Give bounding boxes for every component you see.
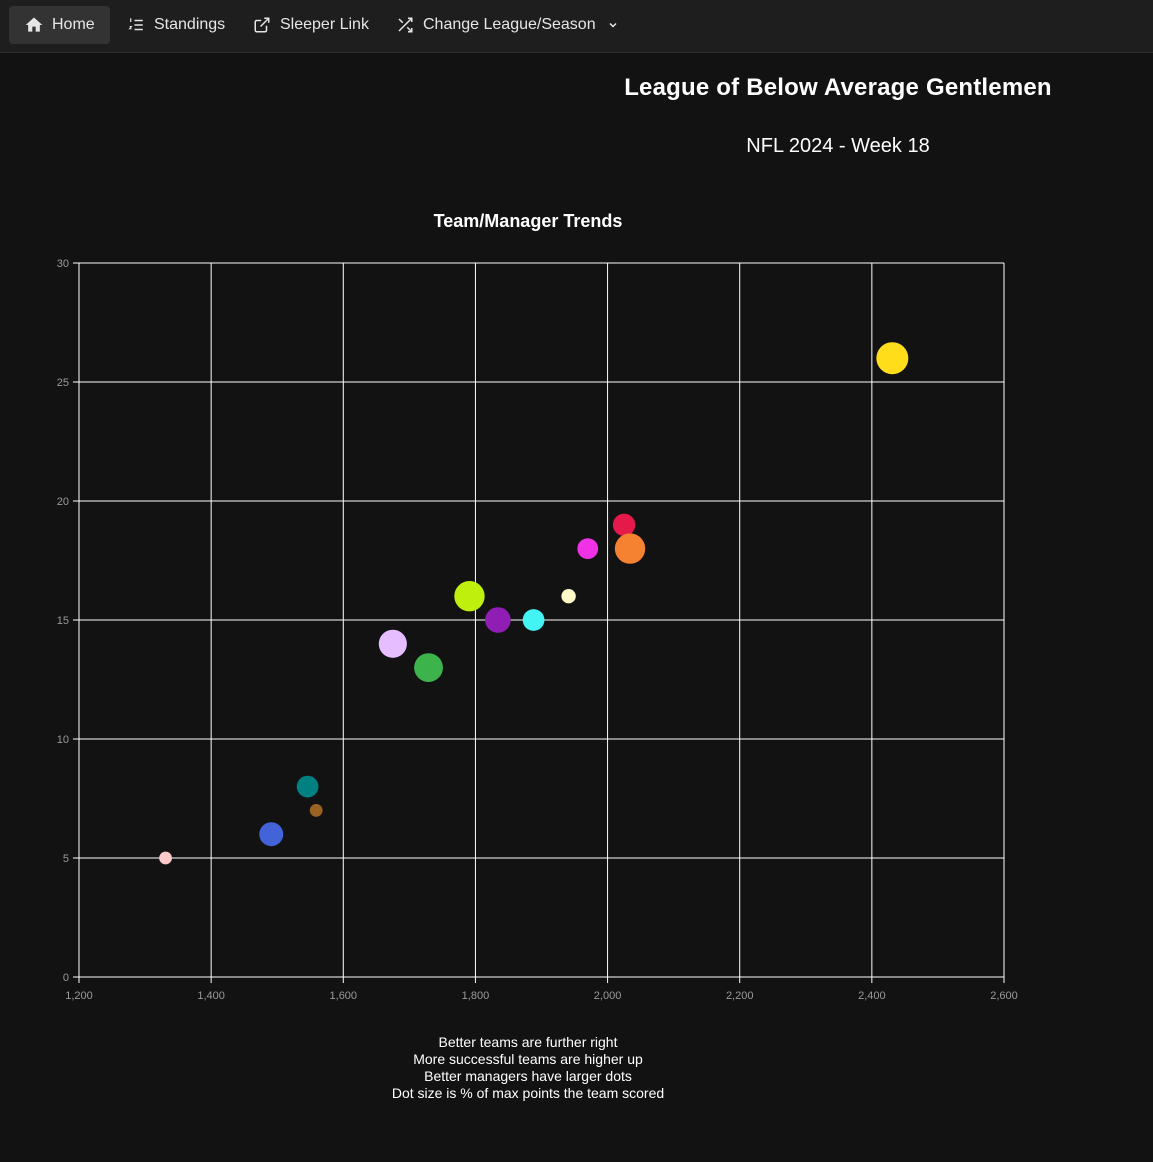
- y-tick-label: 15: [57, 615, 69, 627]
- team-point[interactable]: [612, 513, 636, 536]
- nav-sleeper-link-button[interactable]: Sleeper Link: [242, 6, 376, 44]
- chart-note: More successful teams are higher up: [413, 1051, 643, 1067]
- external-link-icon: [252, 15, 272, 35]
- team-point[interactable]: [485, 607, 511, 633]
- top-navbar: Home Standings Sleeper Link Change Leagu…: [0, 0, 1153, 53]
- nav-standings-button[interactable]: Standings: [116, 6, 234, 44]
- x-tick-label: 1,400: [197, 990, 225, 1002]
- y-tick-label: 0: [63, 972, 69, 984]
- team-point[interactable]: [309, 804, 323, 817]
- y-tick-label: 30: [57, 258, 69, 270]
- y-tick-label: 5: [63, 853, 69, 865]
- x-tick-label: 2,400: [858, 990, 886, 1002]
- nav-home-label: Home: [52, 16, 95, 33]
- team-point[interactable]: [414, 653, 443, 682]
- y-tick-label: 20: [57, 496, 69, 508]
- team-point[interactable]: [259, 822, 284, 847]
- x-tick-label: 2,200: [726, 990, 754, 1002]
- team-point[interactable]: [876, 342, 909, 375]
- team-point[interactable]: [159, 851, 172, 865]
- home-icon: [24, 15, 44, 35]
- chart-axis-ticks: 1,200 1,400 1,600 1,800 2,000 2,200 2,400 2,600…: [57, 258, 1018, 1002]
- chart-points: [159, 342, 909, 865]
- chart-note: Better teams are further right: [438, 1034, 618, 1050]
- chart-note: Better managers have larger dots: [424, 1068, 632, 1084]
- team-point[interactable]: [614, 533, 646, 564]
- chart-note: Dot size is % of max points the team sco…: [391, 1085, 665, 1101]
- y-tick-label: 25: [57, 377, 69, 389]
- list-ordered-icon: [126, 15, 146, 35]
- x-tick-label: 1,800: [462, 990, 490, 1002]
- team-point[interactable]: [454, 581, 485, 612]
- chart-notes: Better teams are further right More succ…: [278, 1034, 778, 1102]
- nav-sleeper-link-label: Sleeper Link: [280, 16, 369, 33]
- x-tick-label: 1,200: [65, 990, 93, 1002]
- x-tick-label: 2,600: [990, 990, 1018, 1002]
- chevron-down-icon: [606, 18, 620, 32]
- nav-standings-label: Standings: [154, 16, 226, 33]
- league-title: League of Below Average Gentlemen: [624, 74, 1052, 101]
- chart-title: Team/Manager Trends: [434, 211, 623, 231]
- shuffle-icon: [395, 15, 415, 35]
- team-point[interactable]: [577, 538, 599, 559]
- nav-change-league-dropdown[interactable]: Change League/Season: [385, 6, 621, 44]
- trends-scatter-chart: Team/Manager Trends 1,200 1,400 1,600 1,800…: [57, 211, 1018, 1002]
- team-point[interactable]: [378, 629, 407, 658]
- x-tick-label: 2,000: [594, 990, 622, 1002]
- team-point[interactable]: [296, 775, 319, 798]
- team-point[interactable]: [522, 609, 545, 631]
- season-subtitle: NFL 2024 - Week 18: [746, 135, 930, 157]
- nav-change-league-label: Change League/Season: [423, 16, 596, 33]
- team-point[interactable]: [561, 589, 576, 604]
- nav-home-button[interactable]: Home: [9, 6, 110, 44]
- x-tick-label: 1,600: [330, 990, 358, 1002]
- y-tick-label: 10: [57, 734, 69, 746]
